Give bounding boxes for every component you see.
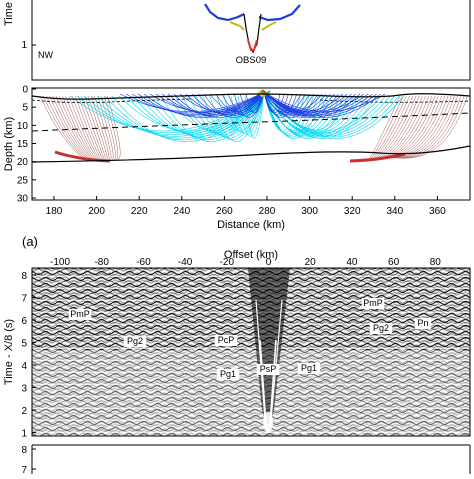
offset-axis-label: Offset (km) [224,249,278,261]
phase-label: PsP [260,364,277,374]
time-tick-label: 8 [21,271,27,282]
traveltime-picks-left [204,3,245,22]
phase-label: Pg1 [301,363,317,373]
offset-tick-label: -60 [136,257,151,268]
phase-label: PmP [70,309,90,319]
depth-axis-label: Depth (km) [3,117,15,171]
offset-tick-label: 0 [266,257,272,268]
reduced-time-axis-label: Time - X/8 (s) [3,319,15,385]
distance-tick-label: 180 [46,206,63,217]
depth-tick-label: 25 [17,175,29,186]
mid-crust-boundary [32,112,470,132]
moho-reflection-right [349,152,406,163]
offset-tick-label: 80 [430,257,442,268]
seafloor-boundary [32,93,470,100]
lower-tick-label: 7 [21,465,27,474]
distance-tick-label: 200 [88,206,105,217]
phase-label-box [216,369,240,380]
depth-tick-label: 20 [17,157,29,168]
phase-label: Pg1 [220,369,236,379]
phase-label-box [123,336,147,347]
phase-label: PcP [218,335,235,345]
offset-tick-label: 40 [346,257,358,268]
phase-label-box [214,335,238,346]
depth-tick-label: 15 [17,139,29,150]
offset-tick-label: 60 [388,257,400,268]
distance-tick-label: 360 [429,206,446,217]
distance-tick-label: 220 [131,206,148,217]
time-tick-label: 3 [21,384,27,395]
pmp-rays-left [39,95,121,161]
distance-tick-label: 340 [386,206,403,217]
phase-label: Pg2 [373,323,389,333]
offset-tick-label: -20 [220,257,235,268]
lower-panel: 87 [21,444,471,476]
phase-label-box [68,309,92,320]
moho-boundary [32,145,470,163]
time-tick-label: 5 [21,339,27,350]
phase-label-box [297,363,321,374]
direct-wave-cone [248,268,290,430]
station-label: OBS09 [236,55,267,66]
traveltime-direct-wave [243,13,262,54]
time-tick-label: 6 [21,316,27,327]
traveltime-panel: Time 1 NW OBS09 [3,0,471,81]
traveltime-y-label: Time [3,2,15,26]
distance-tick-label: 320 [344,206,361,217]
ray-model-panel: Depth (km) 0 5 10 15 20 25 30 180 200 220 240 260 2… [3,85,471,249]
offset-ticks: -100 -80 -60 -40 -20 0 20 40 60 80 [50,257,441,272]
phase-label: Pn [417,318,428,328]
lower-time-ticks: 87 [21,445,36,476]
traveltime-picks-right [258,4,301,22]
time-tick-label: 2 [21,406,27,417]
panel-label-a: (a) [22,234,38,249]
distance-tick-label: 260 [216,206,233,217]
direction-label: NW [38,50,53,60]
phase-label-box [256,364,280,375]
time-ticks: 8 7 6 5 4 3 2 1 [21,271,36,440]
offset-tick-label: -40 [178,257,193,268]
distance-ticks: 180 200 220 240 260 280 300 320 340 360 [46,196,446,217]
phase-label: PmP [363,298,383,308]
depth-tick-label: 5 [22,103,28,114]
seismic-section-panel: Offset (km) -100 -80 -60 -40 -20 0 20 40 60 80 Ti… [3,249,471,440]
depth-ticks: 0 5 10 15 20 25 30 [17,85,36,205]
phase-label: Pg2 [127,336,143,346]
time-tick-label: 4 [21,361,27,372]
distance-axis-label: Distance (km) [217,219,285,231]
seismic-section-frame [31,267,471,437]
phase-label-box [361,298,385,309]
phase-label-box [414,318,432,329]
phase-label-box [369,323,393,334]
offset-tick-label: -100 [50,257,70,268]
distance-tick-label: 280 [259,206,276,217]
lower-tick-label: 8 [21,445,27,456]
phase-labels: PmP Pg2 PcP Pg1 PsP Pg1 PmP Pg2 Pn [68,298,432,380]
depth-tick-label: 0 [22,85,28,96]
offset-tick-label: 20 [305,257,317,268]
time-tick-label: 1 [21,429,27,440]
depth-tick-label: 30 [17,194,29,205]
pg-rays-blue [119,91,386,118]
depth-tick-label: 10 [17,121,29,132]
distance-tick-label: 240 [173,206,190,217]
traveltime-y-tick: 1 [21,40,27,51]
time-tick-label: 7 [21,294,27,305]
offset-tick-label: -80 [94,257,109,268]
distance-tick-label: 300 [301,206,318,217]
traveltime-frame [31,0,471,81]
